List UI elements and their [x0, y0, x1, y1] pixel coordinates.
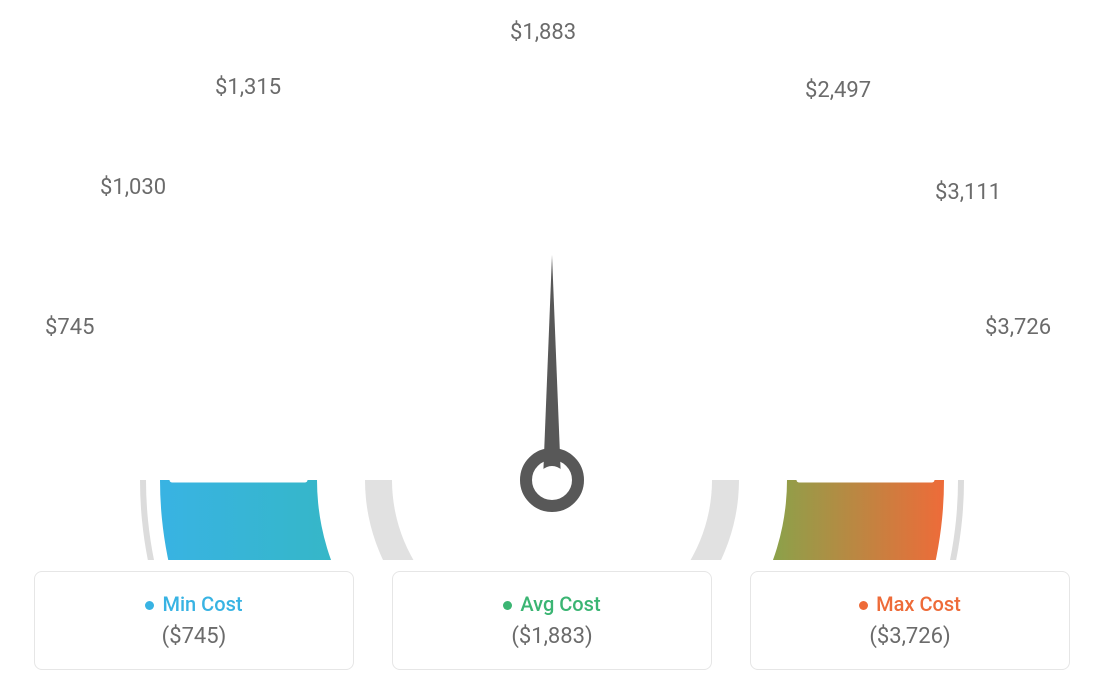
- dot-max: [859, 601, 868, 610]
- gauge-tick-label: $2,497: [805, 78, 871, 103]
- gauge-tick-label: $1,030: [100, 175, 166, 200]
- gauge-tick-label: $1,883: [510, 20, 576, 45]
- max-cost-value: ($3,726): [761, 624, 1059, 649]
- gauge-tick-label: $3,111: [935, 180, 1001, 205]
- gauge-svg: [0, 0, 1104, 560]
- avg-cost-value: ($1,883): [403, 624, 701, 649]
- min-cost-value: ($745): [45, 624, 343, 649]
- avg-cost-label: Avg Cost: [520, 592, 600, 616]
- max-cost-label: Max Cost: [876, 592, 961, 616]
- gauge-tick-label: $1,315: [215, 75, 281, 100]
- dot-min: [145, 601, 154, 610]
- min-cost-card: Min Cost ($745): [34, 571, 354, 670]
- max-cost-card: Max Cost ($3,726): [750, 571, 1070, 670]
- min-cost-label: Min Cost: [162, 592, 242, 616]
- gauge-tick-label: $745: [45, 315, 94, 340]
- max-cost-title: Max Cost: [761, 592, 1059, 616]
- legend: Min Cost ($745) Avg Cost ($1,883) Max Co…: [0, 571, 1104, 670]
- dot-avg: [503, 601, 512, 610]
- avg-cost-card: Avg Cost ($1,883): [392, 571, 712, 670]
- min-cost-title: Min Cost: [45, 592, 343, 616]
- cost-gauge: $745 $1,030 $1,315 $1,883 $2,497 $3,111 $3,726: [0, 0, 1104, 560]
- gauge-tick-label: $3,726: [985, 315, 1051, 340]
- avg-cost-title: Avg Cost: [403, 592, 701, 616]
